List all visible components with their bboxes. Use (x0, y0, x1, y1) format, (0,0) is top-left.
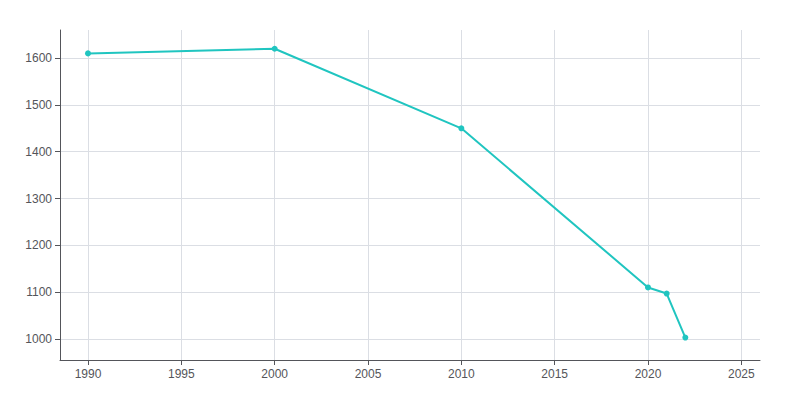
svg-text:1600: 1600 (25, 51, 52, 65)
svg-text:1100: 1100 (26, 285, 52, 299)
svg-text:2010: 2010 (448, 367, 475, 381)
svg-text:2015: 2015 (541, 367, 568, 381)
svg-text:1995: 1995 (168, 367, 195, 381)
svg-text:1300: 1300 (25, 192, 52, 206)
svg-text:2005: 2005 (355, 367, 382, 381)
svg-text:1500: 1500 (25, 98, 52, 112)
svg-text:1990: 1990 (75, 367, 102, 381)
svg-text:1400: 1400 (25, 145, 52, 159)
svg-text:2000: 2000 (261, 367, 288, 381)
svg-text:2020: 2020 (635, 367, 662, 381)
svg-text:1200: 1200 (25, 238, 52, 252)
svg-text:1000: 1000 (25, 332, 52, 346)
svg-text:2025: 2025 (728, 367, 755, 381)
